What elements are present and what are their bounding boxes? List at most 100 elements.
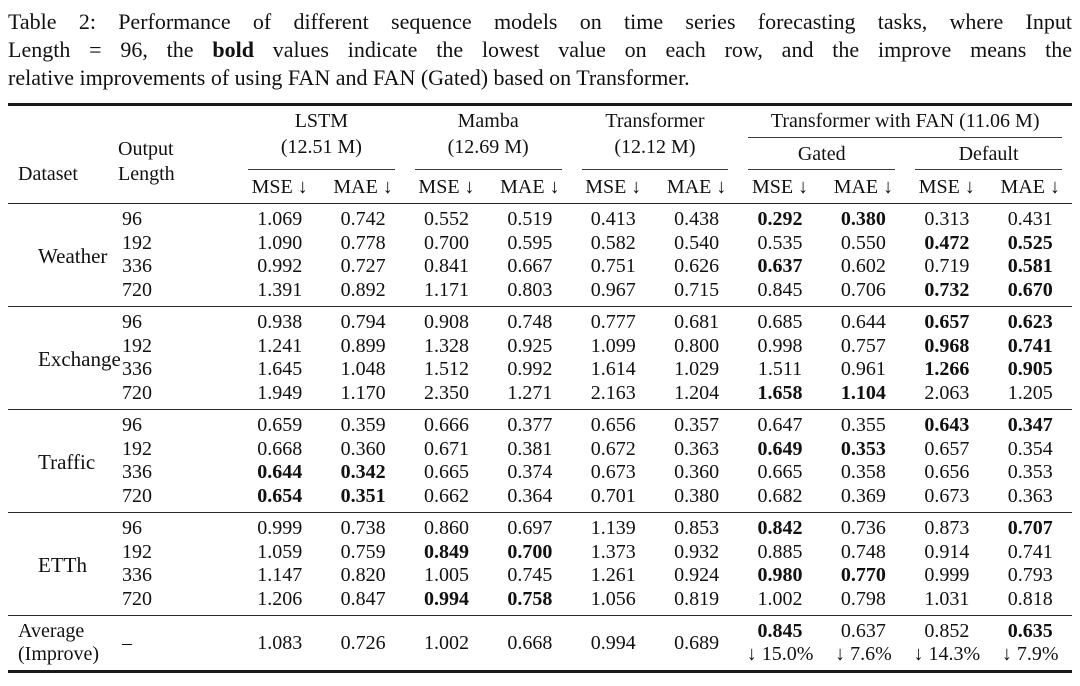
metric-cell: 0.360 bbox=[340, 437, 386, 460]
header-group-transformer: Transformer (12.12 M) bbox=[572, 105, 739, 173]
table-header: Dataset Output Length LSTM (12.51 M) Mam… bbox=[8, 105, 1072, 204]
metric-cell: 0.759 bbox=[340, 540, 386, 563]
metric-cell: 0.932 bbox=[674, 540, 720, 563]
header-group-mamba: Mamba (12.69 M) bbox=[405, 105, 572, 173]
metric-cell: 0.860 bbox=[423, 517, 469, 539]
metric-cell: 0.654 bbox=[257, 484, 303, 507]
metric-cell: 0.550 bbox=[840, 231, 886, 254]
metric-cell: 0.819 bbox=[674, 587, 720, 610]
metric-cell: 0.873 bbox=[924, 517, 970, 539]
table-row: 192 0.668 0.360 0.671 0.381 0.672 0.363 0.649 0.… bbox=[8, 438, 1072, 462]
group-name: Transformer bbox=[605, 110, 705, 132]
metric-cell: 0.803 bbox=[507, 278, 553, 301]
metric-cell: 0.998 bbox=[757, 334, 803, 357]
caption-line-2: Length = 96, the bold values indicate th… bbox=[8, 36, 1072, 64]
metric-cell: 0.736 bbox=[840, 517, 886, 539]
metric-cell: 1.241 bbox=[257, 334, 303, 357]
metric-cell: 0.313 bbox=[924, 208, 970, 230]
metric-cell: 0.438 bbox=[674, 208, 720, 230]
table-row: 720 1.949 1.170 2.350 1.271 2.163 1.204 1.658 1.… bbox=[8, 382, 1072, 410]
metric-cell: 0.701 bbox=[590, 484, 636, 507]
metric-cell: 0.999 bbox=[924, 564, 970, 586]
metric-cell: 0.778 bbox=[340, 231, 386, 254]
metric-cell: 0.751 bbox=[590, 255, 636, 277]
metric-cell: 0.347 bbox=[1007, 414, 1053, 436]
metric-cell: 0.820 bbox=[340, 564, 386, 586]
table-caption: Table 2: Performance of different sequen… bbox=[8, 8, 1072, 92]
metric-cell: 0.992 bbox=[507, 358, 553, 380]
average-label: Average (Improve) bbox=[8, 616, 108, 672]
average-row: Average (Improve) – 1.083 0.726 1.002 0.668 0.… bbox=[8, 616, 1072, 672]
metric-cell: 0.741 bbox=[1007, 334, 1053, 357]
metric-cell: 0.968 bbox=[924, 334, 970, 357]
improvement-percent: ↓ 7.6% bbox=[835, 643, 892, 665]
header-row-subgroups: Gated Default bbox=[8, 140, 1072, 172]
metric-cell: 0.472 bbox=[924, 231, 970, 254]
metric-cell: 0.363 bbox=[674, 437, 720, 460]
metric-cell: 2.350 bbox=[423, 381, 469, 404]
output-length-cell: 192 bbox=[122, 334, 152, 357]
metric-cell: 0.745 bbox=[507, 564, 553, 586]
average-metric-cell: 0.845 ↓ 15.0% bbox=[738, 616, 821, 672]
metric-cell: 2.163 bbox=[590, 381, 636, 404]
metric-cell: 1.171 bbox=[423, 278, 469, 301]
output-length-cell: 336 bbox=[122, 564, 152, 586]
metric-cell: 0.358 bbox=[840, 461, 886, 483]
metric-cell: 0.354 bbox=[1007, 437, 1053, 460]
metric-cell: 1.170 bbox=[340, 381, 386, 404]
metric-cell: 0.647 bbox=[757, 414, 803, 436]
metric-cell: 1.266 bbox=[924, 358, 970, 380]
average-metric-cell: 0.635 ↓ 7.9% bbox=[989, 616, 1072, 672]
metric-cell: 0.659 bbox=[257, 414, 303, 436]
output-length-cell: 336 bbox=[122, 255, 152, 277]
metric-cell: 0.643 bbox=[924, 414, 970, 436]
metric-cell: 0.342 bbox=[340, 461, 386, 483]
table-row: 192 1.059 0.759 0.849 0.700 1.373 0.932 0.885 0.… bbox=[8, 541, 1072, 565]
metric-cell: 0.892 bbox=[340, 278, 386, 301]
metric-cell: 0.999 bbox=[257, 517, 303, 539]
metric-cell: 1.104 bbox=[840, 381, 886, 404]
table-row: 720 0.654 0.351 0.662 0.364 0.701 0.380 0.682 0.… bbox=[8, 485, 1072, 513]
output-length-cell: 192 bbox=[122, 540, 152, 563]
dataset-block-weather: Weather 96 1.069 0.742 0.552 0.519 0.413 0.438 0… bbox=[8, 203, 1072, 307]
caption-bold-word: bold bbox=[212, 37, 254, 62]
table-row: Traffic 96 0.659 0.359 0.666 0.377 0.656 0.357 0… bbox=[8, 410, 1072, 474]
metric-cell: 0.657 bbox=[924, 437, 970, 460]
metric-cell: 1.373 bbox=[590, 540, 636, 563]
metric-cell: 1.261 bbox=[590, 564, 636, 586]
metric-cell: 0.666 bbox=[423, 414, 469, 436]
output-length-cell: 720 bbox=[122, 484, 152, 507]
metric-cell: 1.056 bbox=[590, 587, 636, 610]
metric-cell: 0.673 bbox=[590, 461, 636, 483]
metric-cell: 1.090 bbox=[257, 231, 303, 254]
metric-cell: 0.364 bbox=[507, 484, 553, 507]
metric-cell: 0.793 bbox=[1007, 564, 1053, 586]
metric-cell: 0.938 bbox=[257, 311, 303, 333]
table-row: 720 1.391 0.892 1.171 0.803 0.967 0.715 0.845 0.… bbox=[8, 279, 1072, 307]
metric-cell: 0.649 bbox=[757, 437, 803, 460]
header-mae: MAE ↓ bbox=[333, 176, 393, 198]
metric-cell: 0.662 bbox=[423, 484, 469, 507]
average-label-text: Average (Improve) bbox=[18, 620, 100, 665]
metric-cell: 0.800 bbox=[674, 334, 720, 357]
metric-cell: 0.905 bbox=[1007, 358, 1053, 380]
metric-cell: 0.727 bbox=[340, 255, 386, 277]
metric-cell: 1.029 bbox=[674, 358, 720, 380]
metric-cell: 0.552 bbox=[423, 208, 469, 230]
metric-cell: 1.139 bbox=[590, 517, 636, 539]
metric-cell: 0.849 bbox=[423, 540, 469, 563]
metric-cell: 0.637 bbox=[757, 255, 803, 277]
metric-cell: 1.204 bbox=[674, 381, 720, 404]
metric-cell: 0.519 bbox=[507, 208, 553, 230]
metric-cell: 0.355 bbox=[840, 414, 886, 436]
output-length-cell: 720 bbox=[122, 381, 152, 404]
metric-cell: 1.328 bbox=[423, 334, 469, 357]
dataset-block-exchange: Exchange 96 0.938 0.794 0.908 0.748 0.777 0.681… bbox=[8, 306, 1072, 410]
metric-cell: 0.292 bbox=[757, 208, 803, 230]
metric-cell: 0.685 bbox=[757, 311, 803, 333]
header-mae: MAE ↓ bbox=[1000, 176, 1060, 198]
metric-cell: 0.351 bbox=[340, 484, 386, 507]
metric-cell: 0.413 bbox=[590, 208, 636, 230]
metric-cell: 0.748 bbox=[507, 311, 553, 333]
average-block: Average (Improve) – 1.083 0.726 1.002 0.668 0.… bbox=[8, 615, 1072, 672]
